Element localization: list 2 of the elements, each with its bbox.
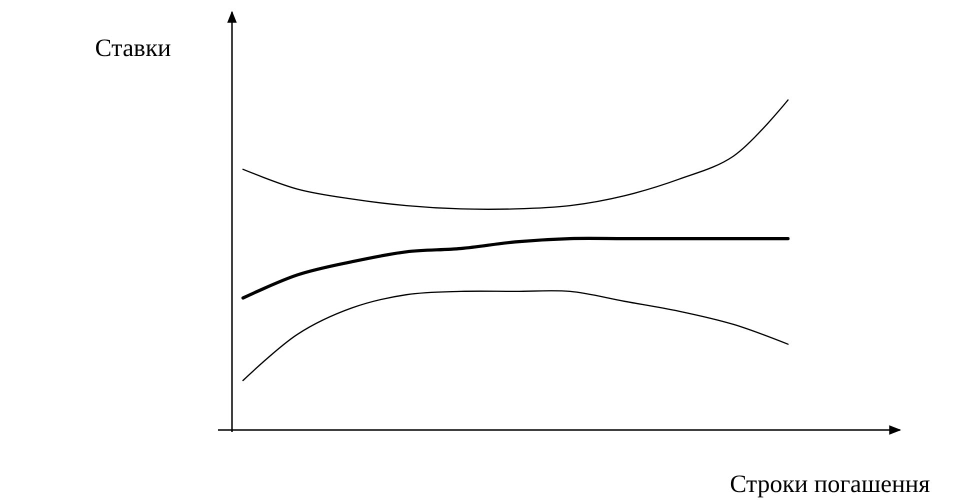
x-axis-title: Строки погашення <box>730 471 930 498</box>
y-axis-title: Ставки <box>95 35 172 62</box>
